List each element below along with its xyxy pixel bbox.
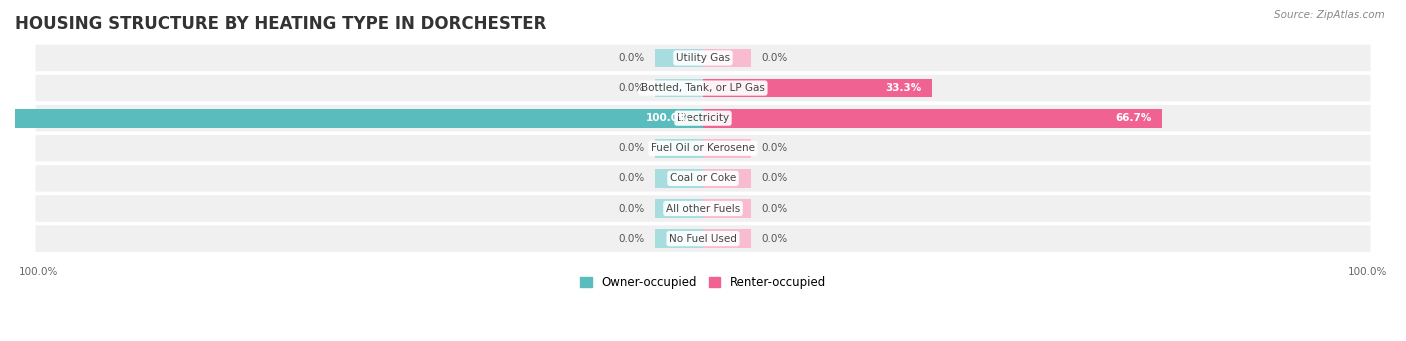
Text: 100.0%: 100.0% bbox=[18, 267, 58, 277]
Text: 0.0%: 0.0% bbox=[619, 53, 644, 63]
Bar bbox=[703, 139, 751, 158]
Text: 0.0%: 0.0% bbox=[762, 143, 787, 153]
Bar bbox=[703, 199, 751, 218]
FancyBboxPatch shape bbox=[35, 75, 1371, 101]
Text: 0.0%: 0.0% bbox=[619, 173, 644, 183]
Text: No Fuel Used: No Fuel Used bbox=[669, 234, 737, 243]
Text: HOUSING STRUCTURE BY HEATING TYPE IN DORCHESTER: HOUSING STRUCTURE BY HEATING TYPE IN DOR… bbox=[15, 15, 547, 33]
Text: 0.0%: 0.0% bbox=[762, 173, 787, 183]
Text: 100.0%: 100.0% bbox=[645, 113, 689, 123]
Text: 0.0%: 0.0% bbox=[619, 143, 644, 153]
Text: Bottled, Tank, or LP Gas: Bottled, Tank, or LP Gas bbox=[641, 83, 765, 93]
Text: 0.0%: 0.0% bbox=[762, 234, 787, 243]
Bar bbox=[655, 199, 703, 218]
Bar bbox=[655, 169, 703, 188]
Bar bbox=[703, 49, 751, 67]
Bar bbox=[655, 229, 703, 248]
Bar bbox=[655, 49, 703, 67]
Text: Electricity: Electricity bbox=[676, 113, 730, 123]
Text: Source: ZipAtlas.com: Source: ZipAtlas.com bbox=[1274, 10, 1385, 20]
FancyBboxPatch shape bbox=[35, 45, 1371, 71]
FancyBboxPatch shape bbox=[35, 135, 1371, 162]
Text: 0.0%: 0.0% bbox=[619, 234, 644, 243]
Bar bbox=[703, 79, 932, 98]
Text: 0.0%: 0.0% bbox=[619, 83, 644, 93]
Text: 0.0%: 0.0% bbox=[619, 204, 644, 213]
Text: 0.0%: 0.0% bbox=[762, 204, 787, 213]
FancyBboxPatch shape bbox=[35, 165, 1371, 192]
Text: Utility Gas: Utility Gas bbox=[676, 53, 730, 63]
Legend: Owner-occupied, Renter-occupied: Owner-occupied, Renter-occupied bbox=[575, 272, 831, 294]
Bar bbox=[655, 139, 703, 158]
FancyBboxPatch shape bbox=[35, 195, 1371, 222]
FancyBboxPatch shape bbox=[35, 225, 1371, 252]
Text: 100.0%: 100.0% bbox=[1348, 267, 1388, 277]
Text: Fuel Oil or Kerosene: Fuel Oil or Kerosene bbox=[651, 143, 755, 153]
Text: Coal or Coke: Coal or Coke bbox=[669, 173, 737, 183]
Text: 33.3%: 33.3% bbox=[886, 83, 922, 93]
Text: 0.0%: 0.0% bbox=[762, 53, 787, 63]
Bar bbox=[703, 169, 751, 188]
Text: 66.7%: 66.7% bbox=[1115, 113, 1152, 123]
FancyBboxPatch shape bbox=[35, 105, 1371, 131]
Bar bbox=[15, 109, 703, 128]
Bar bbox=[703, 109, 1161, 128]
Text: All other Fuels: All other Fuels bbox=[666, 204, 740, 213]
Bar bbox=[655, 79, 703, 98]
Bar bbox=[703, 229, 751, 248]
